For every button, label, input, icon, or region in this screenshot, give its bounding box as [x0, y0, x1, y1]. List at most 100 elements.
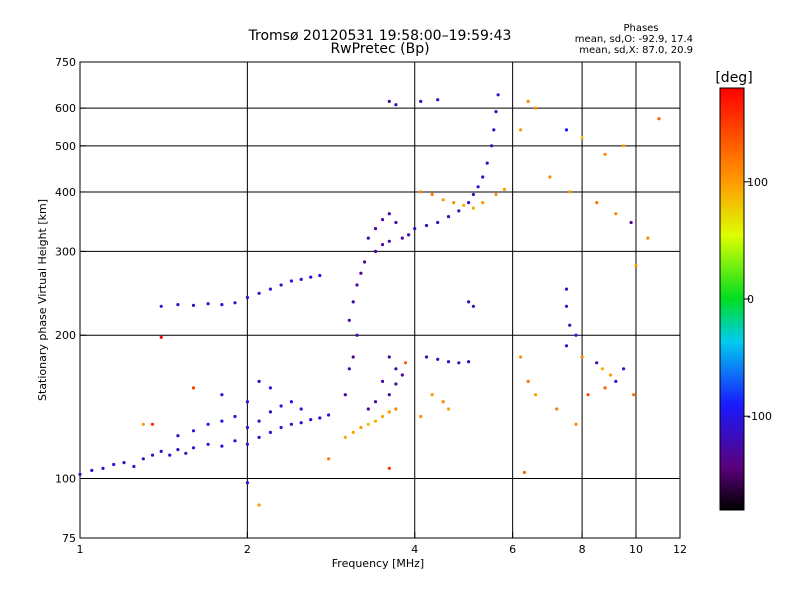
data-point — [534, 106, 538, 110]
data-point — [132, 464, 136, 469]
data-point — [168, 453, 172, 457]
data-point — [150, 453, 155, 457]
data-point — [387, 355, 391, 359]
data-point — [586, 393, 590, 397]
data-point — [564, 287, 569, 291]
data-point — [603, 386, 607, 390]
data-point — [502, 187, 506, 191]
data-point — [78, 472, 82, 476]
data-point — [176, 434, 180, 438]
data-point — [519, 128, 523, 132]
data-points — [78, 93, 661, 507]
data-point — [343, 393, 347, 397]
data-point — [206, 302, 210, 306]
data-point — [245, 481, 249, 485]
data-point — [564, 344, 569, 348]
data-point — [309, 275, 313, 279]
x-tick-label: 6 — [509, 543, 516, 556]
data-point — [457, 209, 461, 213]
x-tick-label: 4 — [411, 543, 418, 556]
data-point — [245, 295, 249, 300]
data-point — [257, 379, 261, 383]
data-point — [629, 220, 633, 225]
data-point — [452, 201, 456, 205]
data-point — [176, 303, 180, 307]
y-tick-label: 200 — [55, 329, 76, 342]
data-point — [481, 201, 485, 205]
x-axis-label: Frequency [MHz] — [332, 557, 424, 570]
data-point — [220, 444, 224, 448]
x-tick-label: 8 — [579, 543, 586, 556]
data-point — [289, 400, 293, 404]
x-tick-label: 1 — [77, 543, 84, 556]
data-point — [580, 355, 584, 359]
data-point — [646, 236, 650, 240]
data-point — [257, 419, 261, 423]
stats-line-x: mean, sd,X: 87.0, 20.9 — [579, 45, 693, 56]
data-point — [380, 414, 385, 419]
data-point — [430, 192, 434, 197]
data-point — [446, 360, 451, 364]
colorbar-label: [deg] — [715, 70, 752, 86]
data-point — [419, 99, 423, 103]
data-point — [90, 468, 94, 472]
data-point — [380, 218, 385, 222]
data-point — [580, 136, 584, 140]
data-point — [407, 233, 411, 237]
data-point — [548, 175, 552, 179]
data-point — [387, 212, 391, 216]
data-point — [268, 386, 272, 390]
colorbar — [719, 87, 745, 511]
stats-line-o: mean, sd,O: -92.9, 17.4 — [575, 34, 693, 45]
data-point — [413, 227, 417, 231]
data-point — [564, 128, 569, 132]
data-point — [220, 393, 224, 397]
data-point — [568, 190, 572, 194]
data-point — [430, 393, 434, 397]
data-point — [441, 400, 445, 404]
colorbar-tick-label: 100 — [747, 176, 768, 189]
plot-area — [79, 61, 681, 539]
data-point — [220, 303, 224, 307]
data-point — [233, 439, 237, 443]
data-point — [394, 367, 398, 371]
data-point — [490, 144, 494, 148]
x-tick-label: 10 — [629, 543, 643, 556]
data-point — [112, 462, 116, 467]
data-point — [446, 215, 451, 219]
data-point — [522, 470, 527, 474]
data-point — [394, 382, 398, 386]
data-point — [380, 379, 385, 383]
data-point — [387, 99, 391, 103]
data-point — [318, 416, 322, 420]
data-point — [471, 304, 475, 308]
y-tick-label: 600 — [55, 102, 76, 115]
data-point — [394, 103, 398, 107]
data-point — [159, 449, 163, 453]
data-point — [494, 192, 498, 197]
data-point — [268, 410, 272, 414]
data-point — [614, 212, 618, 216]
data-point — [436, 98, 440, 102]
data-point — [436, 357, 440, 361]
data-point — [492, 128, 496, 132]
data-point — [351, 430, 355, 434]
data-point — [268, 287, 272, 291]
data-point — [184, 451, 188, 455]
data-point — [467, 300, 471, 304]
data-point — [485, 161, 489, 165]
data-point — [600, 367, 605, 371]
data-point — [220, 419, 224, 423]
data-point — [245, 425, 249, 430]
data-point — [394, 407, 398, 411]
data-point — [245, 400, 249, 404]
data-point — [159, 304, 163, 308]
data-point — [355, 283, 359, 287]
data-point — [268, 430, 272, 434]
data-point — [534, 393, 538, 397]
data-point — [494, 110, 498, 114]
data-point — [366, 422, 370, 426]
data-point — [387, 466, 391, 470]
y-tick-label: 100 — [55, 473, 76, 486]
data-point — [526, 379, 530, 383]
